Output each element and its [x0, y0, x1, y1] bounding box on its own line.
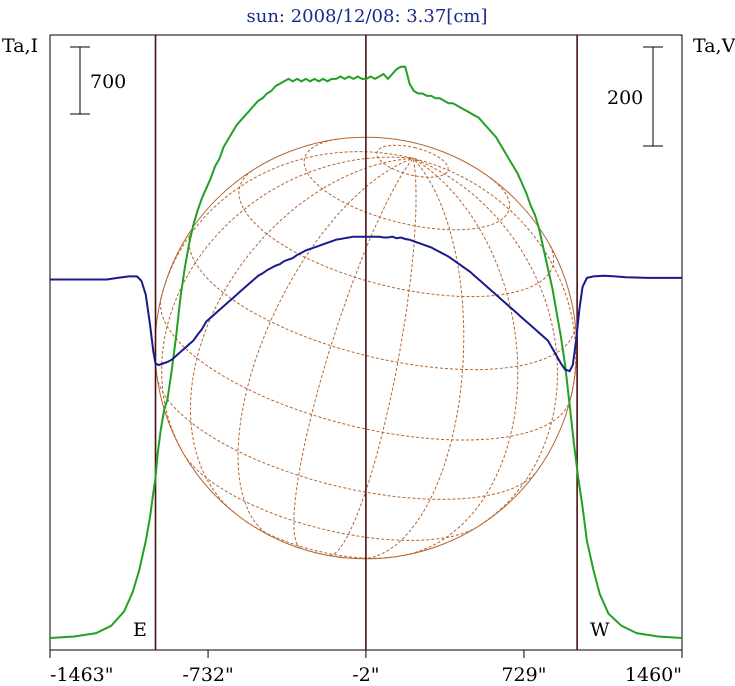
- left-axis-label: Ta,I: [2, 35, 38, 57]
- chart-title: sun: 2008/12/08: 3.37[cm]: [246, 6, 487, 27]
- left-scale-bar: 700: [70, 46, 126, 115]
- meridian-line: [329, 158, 417, 557]
- x-axis: -1463" -732" -2" 729" 1460": [49, 650, 683, 686]
- parallel-line: [303, 138, 511, 231]
- series-line-V: [50, 235, 682, 373]
- east-label: E: [133, 619, 147, 641]
- west-label: W: [590, 619, 610, 641]
- series-group: [49, 65, 683, 639]
- meridian-line: [412, 157, 559, 526]
- right-scale-bar: 200: [607, 46, 663, 147]
- right-axis-label: Ta,V: [693, 35, 735, 57]
- parallel-line: [159, 296, 571, 441]
- x-tick-label: 729": [501, 664, 546, 686]
- meridian-line: [362, 157, 465, 560]
- x-tick-label: -1463": [50, 664, 114, 686]
- meridian-line: [237, 157, 414, 536]
- series-line-I: [49, 65, 683, 639]
- meridian-line: [404, 157, 519, 556]
- meridian-line: [161, 156, 414, 451]
- x-tick-label: -732": [182, 664, 233, 686]
- meridian-line: [189, 157, 414, 513]
- x-tick-label: 1460": [625, 664, 682, 686]
- parallel-line: [238, 170, 555, 298]
- parallel-line: [376, 144, 449, 178]
- right-scale-bar-label: 200: [607, 87, 643, 109]
- parallel-line: [245, 520, 391, 559]
- meridian-line: [413, 157, 577, 400]
- meridian-line: [293, 157, 414, 549]
- parallel-line: [188, 227, 576, 371]
- vertical-markers: [154, 35, 578, 650]
- parallel-line: [156, 376, 538, 500]
- meridian-line: [160, 151, 414, 298]
- left-scale-bar-label: 700: [90, 71, 126, 93]
- x-tick-label: -2": [352, 664, 379, 686]
- parallel-line: [183, 454, 477, 541]
